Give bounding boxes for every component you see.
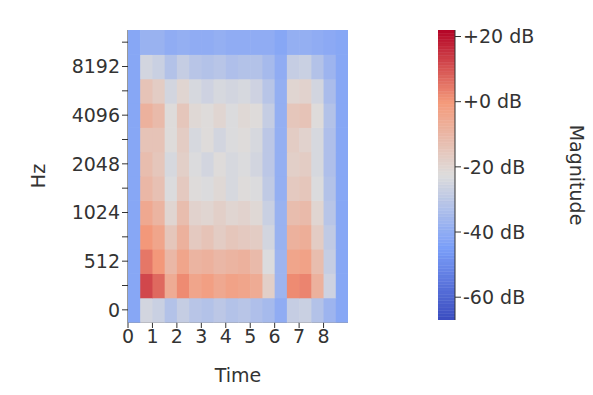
svg-text:2048: 2048 bbox=[72, 153, 120, 175]
svg-text:Hz: Hz bbox=[27, 164, 49, 188]
svg-text:0: 0 bbox=[108, 299, 120, 321]
svg-text:6: 6 bbox=[269, 325, 281, 347]
svg-text:+20 dB: +20 dB bbox=[463, 25, 534, 47]
svg-text:4: 4 bbox=[220, 325, 232, 347]
svg-text:-20 dB: -20 dB bbox=[463, 156, 525, 178]
svg-text:1: 1 bbox=[146, 325, 158, 347]
svg-text:512: 512 bbox=[84, 250, 120, 272]
svg-text:-60 dB: -60 dB bbox=[463, 286, 525, 308]
svg-text:Time: Time bbox=[214, 364, 262, 386]
svg-text:0: 0 bbox=[122, 325, 134, 347]
svg-text:8: 8 bbox=[318, 325, 330, 347]
svg-text:Magnitude: Magnitude bbox=[566, 125, 588, 226]
svg-text:3: 3 bbox=[195, 325, 207, 347]
svg-text:7: 7 bbox=[293, 325, 305, 347]
svg-text:8192: 8192 bbox=[72, 55, 120, 77]
svg-text:5: 5 bbox=[244, 325, 256, 347]
svg-text:-40 dB: -40 dB bbox=[463, 221, 525, 243]
svg-text:2: 2 bbox=[171, 325, 183, 347]
svg-text:1024: 1024 bbox=[72, 201, 120, 223]
svg-text:4096: 4096 bbox=[72, 104, 120, 126]
svg-text:+0 dB: +0 dB bbox=[463, 90, 522, 112]
